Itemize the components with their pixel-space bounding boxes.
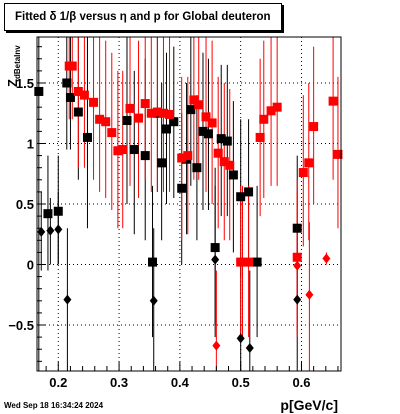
data-point-diamond: [46, 225, 55, 236]
axes: 0.2 0.3 0.4 0.5 0.6 −0.5 0 0.5 1 1.5: [8, 36, 342, 390]
data-point-square: [113, 146, 123, 156]
chart-title: Fitted δ 1/β versus η and p for Global d…: [15, 11, 271, 23]
data-point-square: [244, 257, 254, 267]
data-point-square: [216, 134, 226, 144]
data-point-square: [125, 103, 135, 113]
data-point-square: [101, 117, 111, 127]
data-point-square: [292, 252, 302, 262]
data-point-square: [236, 192, 246, 202]
data-point-square: [146, 108, 156, 118]
data-point-square: [189, 95, 199, 105]
data-point-diamond: [305, 289, 314, 300]
data-point-square: [304, 158, 314, 168]
data-point-square: [53, 206, 63, 216]
data-point-square: [157, 158, 167, 168]
data-point-square: [177, 153, 187, 163]
data-point-square: [134, 113, 144, 123]
data-point-square: [169, 117, 179, 127]
data-point-diamond: [322, 253, 331, 264]
data-point-square: [198, 126, 208, 136]
data-point-square: [158, 108, 168, 118]
x-tick-label: 0.3: [110, 375, 128, 390]
data-point-square: [79, 90, 89, 100]
y-tick-label: −0.5: [8, 318, 34, 333]
data-point-square: [67, 61, 77, 71]
y-tick-label: 0: [27, 258, 34, 273]
data-point-square: [129, 145, 139, 155]
data-point-square: [118, 145, 128, 155]
data-point-square: [222, 136, 232, 146]
grid: [37, 37, 341, 371]
data-point-square: [95, 114, 105, 124]
y-tick-label: 1: [27, 136, 34, 151]
timestamp: Wed Sep 18 16:34:24 2024: [4, 401, 104, 410]
data-point-square: [255, 132, 265, 142]
data-point-square: [73, 107, 83, 117]
data-point-diamond: [245, 343, 254, 354]
data-markers: [34, 61, 343, 354]
chart-title-box: Fitted δ 1/β versus η and p for Global d…: [4, 3, 282, 31]
data-point-square: [43, 209, 53, 219]
data-point-square: [186, 105, 196, 115]
x-tick-label: 0.4: [171, 375, 190, 390]
data-point-diamond: [238, 257, 247, 268]
data-point-diamond: [236, 333, 245, 344]
data-point-square: [207, 118, 217, 128]
data-point-square: [244, 187, 254, 197]
data-point-square: [148, 257, 158, 267]
data-point-diamond: [293, 260, 302, 271]
y-axis-label: ZdBetaInv: [5, 45, 22, 87]
data-point-square: [140, 99, 150, 109]
data-point-square: [201, 112, 211, 122]
data-point-square: [192, 163, 202, 173]
data-point-square: [259, 114, 269, 124]
data-point-square: [225, 160, 235, 170]
data-point-square: [165, 109, 175, 119]
data-point-square: [194, 100, 204, 110]
data-point-square: [292, 223, 302, 233]
data-point-diamond: [211, 254, 220, 265]
y-tick-label: 0.5: [16, 197, 34, 212]
data-point-square: [62, 78, 72, 88]
data-point-square: [82, 132, 92, 142]
x-tick-label: 0.6: [292, 375, 310, 390]
data-point-square: [213, 148, 223, 158]
y-tick-label: 1.5: [16, 76, 34, 91]
data-point-square: [65, 93, 75, 103]
data-point-diamond: [37, 226, 46, 237]
data-point-square: [183, 151, 193, 161]
data-point-square: [298, 168, 308, 178]
data-point-diamond: [63, 294, 72, 305]
data-point-diamond: [149, 295, 158, 306]
data-point-diamond: [54, 224, 63, 235]
data-point-square: [203, 129, 213, 139]
data-point-square: [73, 86, 83, 96]
data-point-square: [140, 151, 150, 161]
x-tick-label: 0.2: [49, 375, 67, 390]
data-point-square: [152, 107, 162, 117]
data-point-diamond: [212, 340, 221, 351]
data-point-square: [177, 183, 187, 193]
data-point-square: [219, 157, 229, 167]
data-point-square: [34, 86, 44, 96]
x-axis-label: p[GeV/c]: [280, 397, 338, 413]
data-point-square: [266, 106, 276, 116]
y-axis-label-group: ZdBetaInv: [5, 45, 22, 87]
data-point-square: [272, 102, 282, 112]
data-point-square: [210, 243, 220, 253]
data-point-square: [162, 124, 172, 134]
data-point-square: [89, 97, 99, 107]
x-tick-label: 0.5: [232, 375, 250, 390]
data-point-square: [333, 149, 343, 159]
data-point-square: [107, 128, 117, 138]
data-point-square: [252, 257, 262, 267]
data-point-square: [309, 122, 319, 132]
data-point-square: [228, 170, 238, 180]
data-point-square: [328, 96, 338, 106]
data-point-square: [122, 116, 132, 125]
data-point-diamond: [293, 294, 302, 305]
